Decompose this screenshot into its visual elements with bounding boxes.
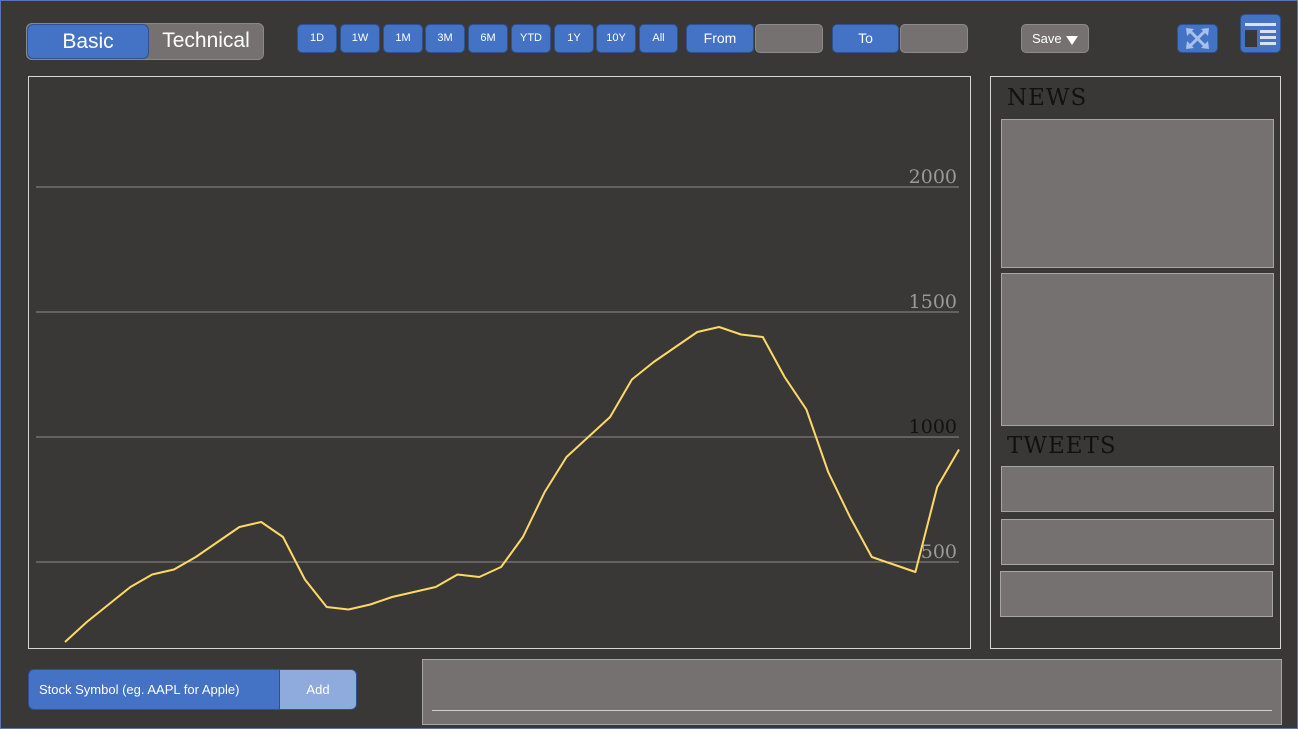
add-symbol-button[interactable]: Add (279, 670, 356, 709)
stock-symbol-placeholder[interactable]: Stock Symbol (eg. AAPL for Apple) (39, 682, 240, 697)
y-tick-label: 2000 (909, 166, 957, 188)
range-button-all[interactable]: All (639, 24, 678, 53)
news-card[interactable] (1001, 119, 1274, 268)
bottom-panel-divider (432, 710, 1272, 711)
range-button-1y[interactable]: 1Y (554, 24, 594, 53)
expand-button[interactable] (1177, 24, 1218, 53)
technical-mode-option[interactable]: Technical (162, 29, 250, 52)
caret-down-icon (1066, 36, 1078, 45)
layout-button[interactable] (1240, 14, 1281, 53)
expand-arrows-icon (1186, 28, 1209, 49)
chart-canvas: 500 1000 1500 2000 (36, 166, 960, 643)
mode-toggle[interactable]: Basic Technical (26, 23, 264, 60)
y-tick-label: 500 (921, 541, 957, 563)
range-button-10y[interactable]: 10Y (596, 24, 636, 53)
news-card[interactable] (1001, 273, 1274, 426)
tweet-card[interactable] (1001, 466, 1274, 512)
range-button-6m[interactable]: 6M (468, 24, 508, 53)
price-series-line (64, 326, 960, 643)
y-tick-label: 1000 (909, 416, 957, 438)
from-label: From (686, 24, 754, 53)
range-button-1d[interactable]: 1D (297, 24, 337, 53)
stock-symbol-input[interactable]: Stock Symbol (eg. AAPL for Apple) Add (28, 669, 357, 710)
range-button-ytd[interactable]: YTD (511, 24, 551, 53)
news-tweets-panel: NEWS TWEETS (990, 76, 1281, 649)
to-label: To (832, 24, 899, 53)
layout-panels-icon (1245, 23, 1276, 47)
from-date-field[interactable] (755, 24, 823, 53)
tweets-heading: TWEETS (1007, 433, 1117, 459)
price-chart[interactable]: 500 1000 1500 2000 (28, 76, 971, 649)
save-label: Save (1032, 31, 1062, 46)
range-button-1m[interactable]: 1M (383, 24, 423, 53)
basic-mode-option[interactable]: Basic (27, 24, 149, 59)
to-date-field[interactable] (900, 24, 968, 53)
range-button-1w[interactable]: 1W (340, 24, 380, 53)
bottom-panel[interactable] (422, 659, 1282, 725)
tweet-card[interactable] (1000, 571, 1273, 617)
news-heading: NEWS (1007, 85, 1088, 111)
tweet-card[interactable] (1001, 519, 1274, 565)
y-tick-label: 1500 (909, 291, 957, 313)
range-button-3m[interactable]: 3M (425, 24, 465, 53)
save-dropdown[interactable]: Save (1021, 24, 1089, 53)
